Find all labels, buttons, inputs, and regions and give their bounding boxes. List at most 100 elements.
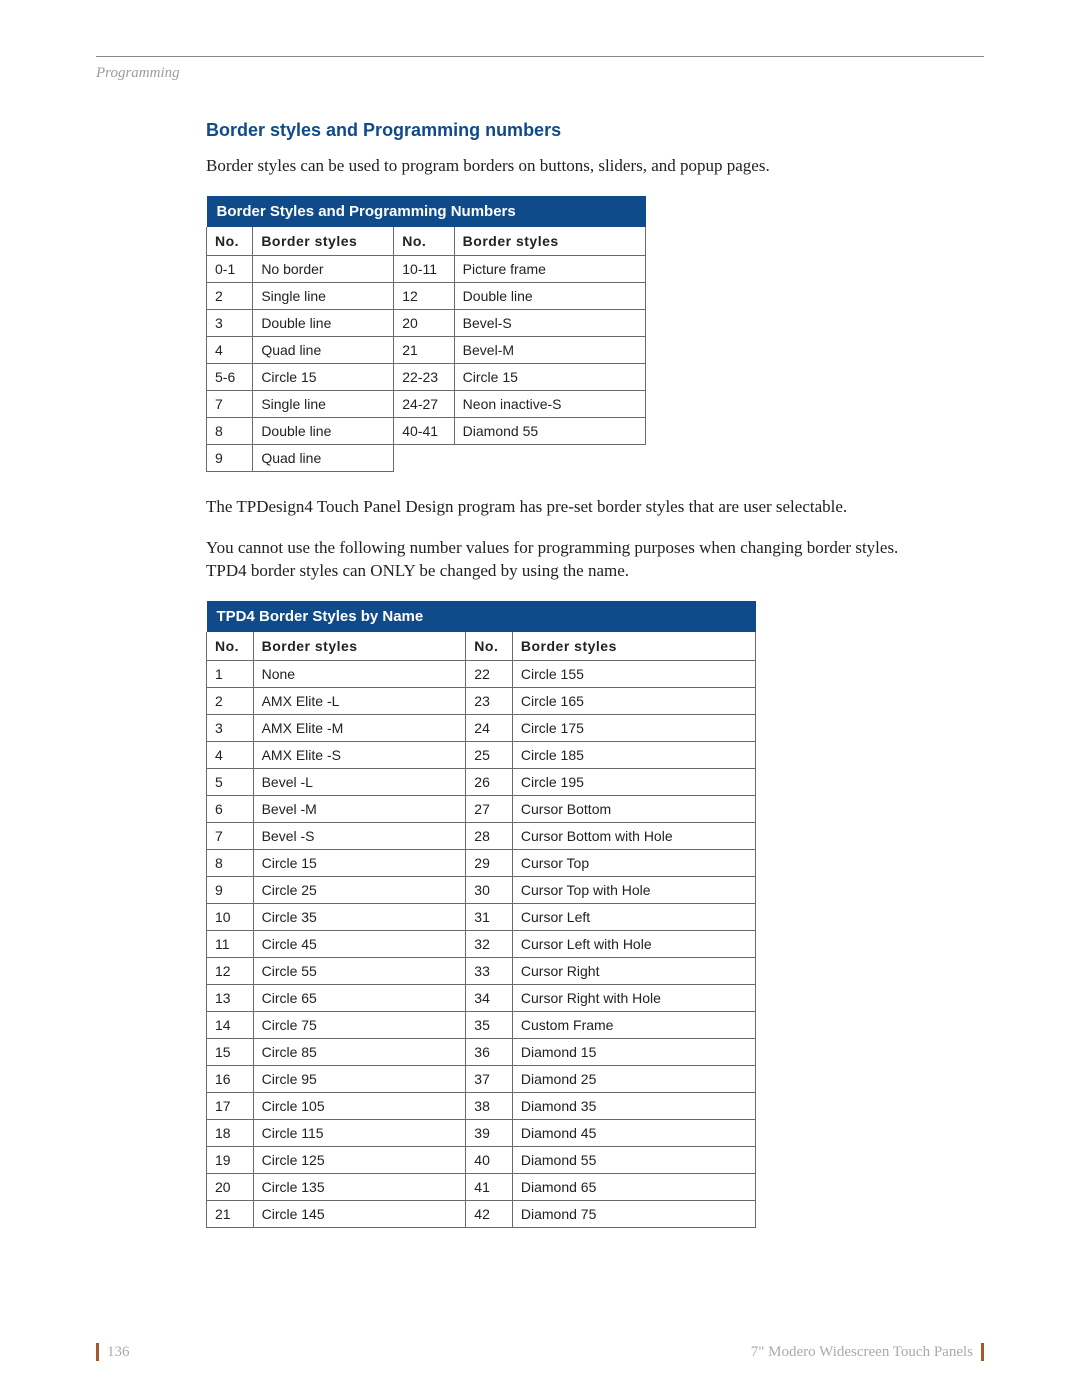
table-cell: 41 [466,1173,513,1200]
table-cell: 4 [207,336,253,363]
table-cell: 38 [466,1092,513,1119]
table-cell: 9 [207,444,253,471]
column-header: No. [394,227,454,256]
table-cell: AMX Elite -M [253,714,466,741]
table-cell: 28 [466,822,513,849]
table-cell: 8 [207,417,253,444]
table-cell: 12 [394,282,454,309]
table-cell: 15 [207,1038,254,1065]
table-cell: 31 [466,903,513,930]
column-header: No. [466,632,513,661]
table-cell: Bevel -M [253,795,466,822]
table-cell: 1 [207,660,254,687]
table-cell: Circle 125 [253,1146,466,1173]
table-cell: Double line [253,417,394,444]
table-cell: 25 [466,741,513,768]
table-cell: Circle 75 [253,1011,466,1038]
table-cell: Custom Frame [512,1011,755,1038]
table-cell: Cursor Left with Hole [512,930,755,957]
table-cell: Cursor Bottom with Hole [512,822,755,849]
table-cell: Circle 25 [253,876,466,903]
table-cell: Diamond 35 [512,1092,755,1119]
table-cell: Circle 105 [253,1092,466,1119]
column-header: Border styles [512,632,755,661]
table-cell: 24 [466,714,513,741]
mid-text-2: You cannot use the following number valu… [206,537,906,583]
table-cell: 21 [394,336,454,363]
table-cell: 27 [466,795,513,822]
table-cell: Circle 65 [253,984,466,1011]
table-cell: AMX Elite -S [253,741,466,768]
intro-text: Border styles can be used to program bor… [206,155,906,178]
table-cell: Circle 155 [512,660,755,687]
table-cell: Bevel -S [253,822,466,849]
table-cell: AMX Elite -L [253,687,466,714]
table-cell: 8 [207,849,254,876]
table-cell: 30 [466,876,513,903]
table-cell [454,444,645,471]
table-cell: 39 [466,1119,513,1146]
table-cell: 29 [466,849,513,876]
table-cell: 2 [207,687,254,714]
column-header: No. [207,632,254,661]
table-cell: 11 [207,930,254,957]
table-cell: Circle 95 [253,1065,466,1092]
table-cell: Circle 15 [253,363,394,390]
table-cell: Bevel-M [454,336,645,363]
table-cell: 17 [207,1092,254,1119]
table-cell: 33 [466,957,513,984]
table-cell: Circle 15 [253,849,466,876]
table-cell: Picture frame [454,255,645,282]
table-cell: Diamond 55 [512,1146,755,1173]
table-cell: Diamond 15 [512,1038,755,1065]
column-header: No. [207,227,253,256]
table-cell: 32 [466,930,513,957]
table-cell: Cursor Top with Hole [512,876,755,903]
table-cell: 7 [207,390,253,417]
table-border-styles: Border Styles and Programming NumbersNo.… [206,196,646,472]
table-cell: Circle 195 [512,768,755,795]
table-cell: Cursor Top [512,849,755,876]
page-footer: 136 7" Modero Widescreen Touch Panels [96,1343,984,1361]
column-header: Border styles [253,632,466,661]
table-cell: 40 [466,1146,513,1173]
table-cell: Circle 85 [253,1038,466,1065]
table-cell: Neon inactive-S [454,390,645,417]
table-cell: Cursor Bottom [512,795,755,822]
table-cell: Diamond 65 [512,1173,755,1200]
table-cell: Double line [454,282,645,309]
table-cell: Circle 165 [512,687,755,714]
table-cell: 13 [207,984,254,1011]
table-cell: 21 [207,1200,254,1227]
table-cell: 24-27 [394,390,454,417]
table-cell: Quad line [253,444,394,471]
table-cell: Single line [253,282,394,309]
table-cell: 35 [466,1011,513,1038]
table-cell: Diamond 45 [512,1119,755,1146]
table-cell: 34 [466,984,513,1011]
table-cell: 19 [207,1146,254,1173]
table-cell: Circle 115 [253,1119,466,1146]
table-cell: 0-1 [207,255,253,282]
table-cell: Cursor Right with Hole [512,984,755,1011]
table-cell: 26 [466,768,513,795]
table-cell: 10 [207,903,254,930]
table-cell: 12 [207,957,254,984]
page-number: 136 [96,1343,130,1361]
table-cell: Circle 15 [454,363,645,390]
table-cell: Diamond 75 [512,1200,755,1227]
table-cell: 23 [466,687,513,714]
table-cell: Double line [253,309,394,336]
table-cell: 10-11 [394,255,454,282]
table-cell [394,444,454,471]
table-title: TPD4 Border Styles by Name [207,601,756,632]
table-cell: Circle 35 [253,903,466,930]
table-cell: 3 [207,714,254,741]
table-cell: Bevel -L [253,768,466,795]
column-header: Border styles [253,227,394,256]
column-header: Border styles [454,227,645,256]
table-cell: Circle 55 [253,957,466,984]
table-cell: 36 [466,1038,513,1065]
table-cell: 9 [207,876,254,903]
table-cell: 42 [466,1200,513,1227]
